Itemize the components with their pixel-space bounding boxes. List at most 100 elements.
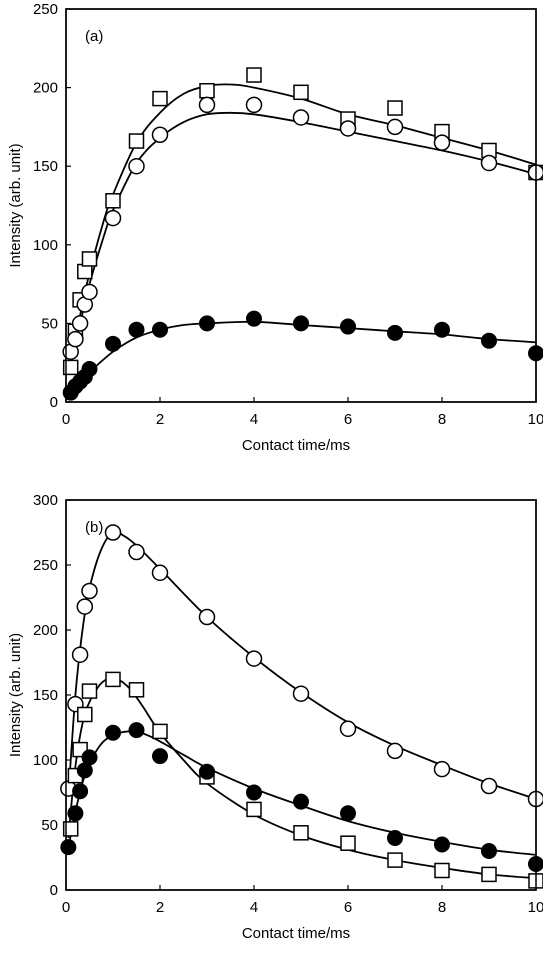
y-tick-label: 200 [33,622,58,639]
data-point-circle-filled [105,335,121,352]
data-point-circle-filled [67,805,84,822]
x-axis-title: Contact time/ms [242,925,350,942]
y-tick-label: 0 [50,394,58,411]
x-tick-label: 2 [156,899,164,916]
panel-label: (b) [85,519,103,536]
data-point-square-open [62,359,79,376]
y-tick-label: 50 [41,817,58,834]
data-point-circle-filled [199,763,215,780]
data-point-circle-open [151,126,169,144]
data-point-circle-open [245,96,263,114]
data-point-circle-open [339,120,357,137]
data-point-circle-filled [128,722,145,739]
data-point-circle-open [198,96,216,114]
x-axis-title: Contact time/ms [242,437,350,454]
x-tick-label: 0 [62,411,70,428]
data-point-circle-open [128,543,145,561]
data-point-circle-open [104,209,122,227]
x-tick-label: 0 [62,899,70,916]
data-point-circle-open [128,157,145,175]
data-point-square-open [199,82,215,99]
x-tick-label: 4 [250,411,258,428]
data-point-circle-filled [152,321,168,338]
data-point-square-open [340,835,356,851]
data-point-circle-open [71,646,89,663]
data-point-circle-open [292,685,310,702]
data-point-square-open [152,723,168,740]
data-point-square-open [293,84,309,101]
data-point-square-open [77,706,93,723]
data-point-square-open [105,671,121,688]
data-point-circle-filled [72,783,89,800]
data-point-circle-open [245,650,263,667]
data-point-circle-open [76,598,94,615]
data-point-circle-filled [340,318,356,335]
plot-frame-overlay [65,8,537,403]
data-point-square-open [246,801,262,818]
data-point-square-open [387,100,403,116]
y-tick-label: 0 [50,882,58,899]
data-point-circle-filled [293,315,309,332]
data-point-circle-open [386,742,404,760]
x-tick-label: 2 [156,411,164,428]
y-tick-label: 250 [33,557,58,574]
data-point-square-open [387,852,403,868]
x-tick-label: 10 [528,411,543,428]
data-point-square-open [246,67,262,83]
data-point-square-open [152,90,168,107]
data-point-square-open [481,866,497,883]
data-point-circle-open [480,154,498,172]
data-point-circle-filled [387,830,403,846]
x-tick-label: 8 [438,899,446,916]
data-point-circle-filled [199,315,215,332]
y-tick-label: 150 [33,687,58,704]
y-axis-title: Intensity (arb. unit) [7,143,24,267]
data-point-square-open [128,682,145,698]
y-tick-label: 50 [41,315,58,332]
y-tick-label: 300 [33,492,58,509]
x-tick-label: 10 [528,899,543,916]
data-point-square-open [105,193,121,209]
data-point-circle-filled [387,324,403,341]
data-point-circle-filled [481,843,497,859]
data-point-circle-open [480,777,498,795]
y-tick-label: 100 [33,752,58,769]
data-point-circle-open [433,134,451,151]
x-tick-label: 6 [344,411,352,428]
data-point-square-open [81,683,98,699]
data-point-circle-filled [105,724,121,741]
x-tick-label: 4 [250,899,258,916]
data-point-circle-filled [152,748,168,765]
data-point-circle-open [104,524,122,541]
data-point-circle-open [71,315,89,332]
data-point-square-open [81,251,98,267]
data-point-circle-filled [81,749,98,766]
data-point-square-open [293,825,309,841]
y-tick-label: 100 [33,237,58,254]
x-tick-label: 6 [344,899,352,916]
data-point-circle-filled [128,321,145,338]
data-point-circle-open [198,608,216,626]
data-point-circle-filled [293,793,309,810]
data-point-circle-open [292,109,310,126]
data-point-square-open [434,862,450,879]
data-point-circle-open [339,720,357,738]
data-point-square-open [128,133,145,149]
y-axis-title: Intensity (arb. unit) [7,633,24,757]
y-tick-label: 250 [33,1,58,18]
data-point-circle-filled [481,332,497,349]
data-point-circle-open [81,283,98,301]
data-point-circle-open [67,330,84,348]
x-tick-label: 8 [438,411,446,428]
plot-frame-overlay [65,499,537,891]
data-point-circle-open [433,760,451,778]
data-point-square-open [62,821,79,837]
data-point-circle-open [386,118,404,136]
data-point-circle-filled [246,310,262,327]
fit-curve-circle-open [69,111,537,356]
y-tick-label: 150 [33,158,58,175]
